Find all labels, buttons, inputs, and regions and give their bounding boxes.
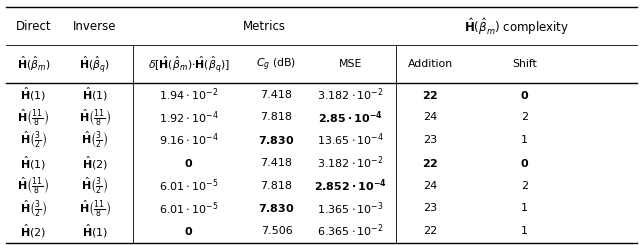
Text: Addition: Addition bbox=[408, 59, 452, 69]
Text: 24: 24 bbox=[423, 112, 437, 122]
Text: $\delta[\hat{\mathbf{H}}(\hat{\beta}_m){\cdot}\hat{\mathbf{H}}(\hat{\beta}_q)]$: $\delta[\hat{\mathbf{H}}(\hat{\beta}_m){… bbox=[148, 54, 230, 75]
Text: $\mathbf{0}$: $\mathbf{0}$ bbox=[520, 89, 529, 101]
Text: $\hat{\mathbf{H}}(1)$: $\hat{\mathbf{H}}(1)$ bbox=[82, 86, 108, 103]
Text: $1.92\cdot10^{-4}$: $1.92\cdot10^{-4}$ bbox=[159, 109, 219, 126]
Text: $\hat{\mathbf{H}}\left(\frac{3}{2}\right)$: $\hat{\mathbf{H}}\left(\frac{3}{2}\right… bbox=[81, 175, 108, 196]
Text: $3.182\cdot10^{-2}$: $3.182\cdot10^{-2}$ bbox=[317, 155, 384, 171]
Text: $\hat{\mathbf{H}}\left(\frac{3}{2}\right)$: $\hat{\mathbf{H}}\left(\frac{3}{2}\right… bbox=[20, 130, 47, 150]
Text: $\hat{\mathbf{H}}(1)$: $\hat{\mathbf{H}}(1)$ bbox=[20, 86, 46, 103]
Text: $\hat{\mathbf{H}}(2)$: $\hat{\mathbf{H}}(2)$ bbox=[82, 154, 108, 171]
Text: $\hat{\mathbf{H}}\left(\frac{11}{8}\right)$: $\hat{\mathbf{H}}\left(\frac{11}{8}\righ… bbox=[17, 107, 49, 128]
Text: $\hat{\mathbf{H}}\left(\frac{11}{8}\right)$: $\hat{\mathbf{H}}\left(\frac{11}{8}\righ… bbox=[79, 107, 111, 128]
Text: $6.01\cdot10^{-5}$: $6.01\cdot10^{-5}$ bbox=[159, 177, 219, 194]
Text: $\hat{\mathbf{H}}(2)$: $\hat{\mathbf{H}}(2)$ bbox=[20, 222, 46, 240]
Text: 1: 1 bbox=[522, 135, 528, 145]
Text: $\mathbf{7.830}$: $\mathbf{7.830}$ bbox=[259, 134, 294, 146]
Text: $1.94\cdot10^{-2}$: $1.94\cdot10^{-2}$ bbox=[159, 86, 219, 103]
Text: $\mathbf{22}$: $\mathbf{22}$ bbox=[422, 89, 438, 101]
Text: $\mathbf{0}$: $\mathbf{0}$ bbox=[520, 157, 529, 169]
Text: $\mathbf{2.852\cdot10^{-4}}$: $\mathbf{2.852\cdot10^{-4}}$ bbox=[314, 177, 387, 194]
Text: 1: 1 bbox=[522, 226, 528, 236]
Text: $\hat{\mathbf{H}}(1)$: $\hat{\mathbf{H}}(1)$ bbox=[82, 222, 108, 240]
Text: $\mathbf{7.830}$: $\mathbf{7.830}$ bbox=[259, 202, 294, 214]
Text: 2: 2 bbox=[521, 181, 529, 191]
Text: 23: 23 bbox=[423, 203, 437, 213]
Text: $\hat{\mathbf{H}}(\hat{\beta}_m)$: $\hat{\mathbf{H}}(\hat{\beta}_m)$ bbox=[17, 55, 50, 74]
Text: 7.818: 7.818 bbox=[260, 112, 292, 122]
Text: $\mathbf{22}$: $\mathbf{22}$ bbox=[422, 157, 438, 169]
Text: $9.16\cdot10^{-4}$: $9.16\cdot10^{-4}$ bbox=[159, 132, 219, 148]
Text: $\hat{\mathbf{H}}\left(\frac{11}{8}\right)$: $\hat{\mathbf{H}}\left(\frac{11}{8}\righ… bbox=[79, 198, 111, 219]
Text: $\hat{\mathbf{H}}\left(\frac{3}{2}\right)$: $\hat{\mathbf{H}}\left(\frac{3}{2}\right… bbox=[20, 198, 47, 219]
Text: $C_g$ (dB): $C_g$ (dB) bbox=[257, 56, 296, 73]
Text: 24: 24 bbox=[423, 181, 437, 191]
Text: 1: 1 bbox=[522, 203, 528, 213]
Text: $\hat{\mathbf{H}}\left(\frac{11}{8}\right)$: $\hat{\mathbf{H}}\left(\frac{11}{8}\righ… bbox=[17, 175, 49, 196]
Text: $3.182\cdot10^{-2}$: $3.182\cdot10^{-2}$ bbox=[317, 86, 384, 103]
Text: 23: 23 bbox=[423, 135, 437, 145]
Text: $\hat{\mathbf{H}}(\hat{\beta}_m)$ complexity: $\hat{\mathbf{H}}(\hat{\beta}_m)$ comple… bbox=[463, 16, 569, 37]
Text: $\hat{\mathbf{H}}(\hat{\beta}_q)$: $\hat{\mathbf{H}}(\hat{\beta}_q)$ bbox=[79, 54, 110, 75]
Text: $\hat{\mathbf{H}}(1)$: $\hat{\mathbf{H}}(1)$ bbox=[20, 154, 46, 171]
Text: 2: 2 bbox=[521, 112, 529, 122]
Text: Metrics: Metrics bbox=[243, 20, 286, 33]
Text: $6.365\cdot10^{-2}$: $6.365\cdot10^{-2}$ bbox=[317, 223, 384, 239]
Text: 22: 22 bbox=[423, 226, 437, 236]
Text: Direct: Direct bbox=[15, 20, 51, 33]
Text: MSE: MSE bbox=[339, 59, 362, 69]
Text: Shift: Shift bbox=[513, 59, 537, 69]
Text: 7.818: 7.818 bbox=[260, 181, 292, 191]
Text: $\mathbf{0}$: $\mathbf{0}$ bbox=[184, 157, 193, 169]
Text: 7.506: 7.506 bbox=[260, 226, 292, 236]
Text: $\mathbf{0}$: $\mathbf{0}$ bbox=[184, 225, 193, 237]
Text: $13.65\cdot10^{-4}$: $13.65\cdot10^{-4}$ bbox=[317, 132, 384, 148]
Text: 7.418: 7.418 bbox=[260, 90, 292, 100]
Text: Inverse: Inverse bbox=[73, 20, 116, 33]
Text: $\mathbf{2.85\cdot10^{-4}}$: $\mathbf{2.85\cdot10^{-4}}$ bbox=[318, 109, 383, 126]
Text: $1.365\cdot10^{-3}$: $1.365\cdot10^{-3}$ bbox=[317, 200, 384, 217]
Text: 7.418: 7.418 bbox=[260, 158, 292, 168]
Text: $6.01\cdot10^{-5}$: $6.01\cdot10^{-5}$ bbox=[159, 200, 219, 217]
Text: $\hat{\mathbf{H}}\left(\frac{3}{2}\right)$: $\hat{\mathbf{H}}\left(\frac{3}{2}\right… bbox=[81, 130, 108, 150]
